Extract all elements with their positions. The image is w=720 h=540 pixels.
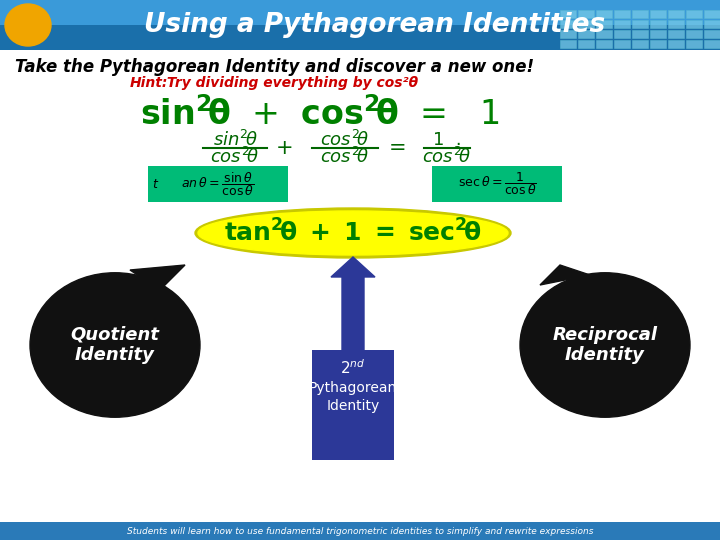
Text: $cos^2\!\theta$: $cos^2\!\theta$ bbox=[423, 147, 472, 167]
Bar bbox=[560, 30, 576, 38]
Text: +: + bbox=[276, 138, 294, 158]
Bar bbox=[668, 20, 684, 28]
Bar bbox=[0, 522, 720, 540]
Bar bbox=[704, 30, 720, 38]
Bar bbox=[650, 10, 666, 18]
Bar bbox=[614, 30, 630, 38]
Bar bbox=[632, 10, 648, 18]
Text: $t$: $t$ bbox=[152, 178, 159, 191]
Bar bbox=[596, 20, 612, 28]
Bar bbox=[578, 40, 594, 48]
Bar bbox=[668, 40, 684, 48]
Text: Students will learn how to use fundamental trigonometric identities to simplify : Students will learn how to use fundament… bbox=[127, 526, 593, 536]
Bar bbox=[704, 20, 720, 28]
Bar bbox=[560, 40, 576, 48]
Bar bbox=[312, 350, 394, 460]
Bar bbox=[632, 20, 648, 28]
Bar bbox=[578, 30, 594, 38]
Bar bbox=[596, 10, 612, 18]
FancyArrow shape bbox=[331, 257, 375, 350]
Bar bbox=[596, 30, 612, 38]
Bar bbox=[578, 20, 594, 28]
Bar bbox=[668, 10, 684, 18]
Bar bbox=[650, 30, 666, 38]
Text: $\mathbf{sin^2\!\theta}$  +  $\mathbf{cos^2\!\theta}$  =   1: $\mathbf{sin^2\!\theta}$ + $\mathbf{cos^… bbox=[140, 98, 500, 132]
Bar bbox=[650, 20, 666, 28]
Bar bbox=[560, 20, 576, 28]
Polygon shape bbox=[540, 265, 590, 285]
Bar bbox=[686, 20, 702, 28]
Bar bbox=[560, 10, 576, 18]
Bar bbox=[632, 40, 648, 48]
Polygon shape bbox=[130, 265, 185, 290]
Bar bbox=[0, 0, 720, 25]
Text: Quotient: Quotient bbox=[71, 326, 160, 344]
Bar bbox=[148, 166, 288, 202]
Bar bbox=[686, 10, 702, 18]
Bar bbox=[614, 20, 630, 28]
Ellipse shape bbox=[195, 208, 511, 258]
Bar bbox=[686, 30, 702, 38]
Ellipse shape bbox=[198, 211, 508, 255]
Text: Try dividing everything by cos²θ: Try dividing everything by cos²θ bbox=[162, 76, 418, 90]
Bar bbox=[668, 30, 684, 38]
Bar bbox=[614, 10, 630, 18]
Text: Using a Pythagorean Identities: Using a Pythagorean Identities bbox=[145, 12, 606, 38]
Bar bbox=[704, 40, 720, 48]
Ellipse shape bbox=[30, 273, 200, 417]
Text: =: = bbox=[390, 138, 407, 158]
Bar bbox=[686, 40, 702, 48]
Text: Take the Pythagorean Identity and discover a new one!: Take the Pythagorean Identity and discov… bbox=[15, 58, 534, 76]
Bar bbox=[0, 50, 720, 522]
Text: $2^{nd}$: $2^{nd}$ bbox=[341, 359, 366, 377]
Text: Identity: Identity bbox=[565, 346, 645, 364]
Text: $\sec\theta = \dfrac{1}{\cos\theta}$: $\sec\theta = \dfrac{1}{\cos\theta}$ bbox=[458, 171, 536, 198]
Text: Reciprocal: Reciprocal bbox=[552, 326, 657, 344]
Bar bbox=[578, 10, 594, 18]
Text: 1  .: 1 . bbox=[433, 131, 462, 149]
Text: Identity: Identity bbox=[75, 346, 155, 364]
Text: $\mathit{an}\,\theta = \dfrac{\sin\theta}{\cos\theta}$: $\mathit{an}\,\theta = \dfrac{\sin\theta… bbox=[181, 170, 255, 198]
Text: Pythagorean: Pythagorean bbox=[309, 381, 397, 395]
Text: Identity: Identity bbox=[326, 399, 379, 413]
Bar bbox=[704, 10, 720, 18]
Text: $\mathbf{tan^2\!\theta\ +\ 1\ =\ sec^2\!\theta}$: $\mathbf{tan^2\!\theta\ +\ 1\ =\ sec^2\!… bbox=[224, 219, 482, 247]
Bar bbox=[596, 40, 612, 48]
Text: $cos^2\!\theta$: $cos^2\!\theta$ bbox=[320, 147, 369, 167]
Text: $cos^2\!\theta$: $cos^2\!\theta$ bbox=[320, 130, 369, 150]
Ellipse shape bbox=[5, 4, 51, 46]
Text: Hint:: Hint: bbox=[130, 76, 168, 90]
Bar bbox=[650, 40, 666, 48]
Bar bbox=[432, 166, 562, 202]
Ellipse shape bbox=[520, 273, 690, 417]
Text: $sin^2\!\theta$: $sin^2\!\theta$ bbox=[212, 130, 258, 150]
Bar bbox=[632, 30, 648, 38]
Bar bbox=[614, 40, 630, 48]
Text: $cos^2\!\theta$: $cos^2\!\theta$ bbox=[210, 147, 260, 167]
Bar bbox=[0, 0, 720, 50]
